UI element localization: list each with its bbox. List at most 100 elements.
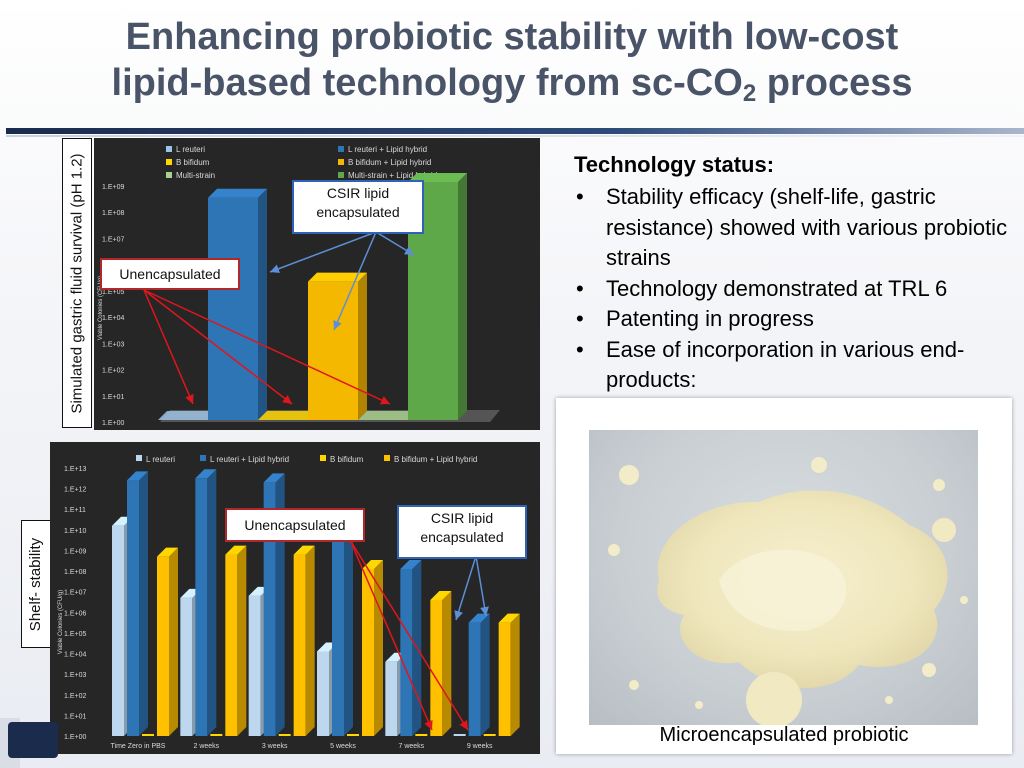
legend-swatch: [200, 455, 206, 461]
bar-2-3: [293, 554, 306, 736]
bar-3-3: [362, 569, 374, 736]
x-tick-label: 3 weeks: [262, 743, 288, 750]
status-item: Stability efficacy (shelf-life, gastric …: [572, 182, 1012, 274]
y-tick-label: 1.E+09: [102, 184, 124, 191]
y-tick-label: 1.E+08: [64, 569, 86, 576]
x-tick-label: 5 weeks: [330, 743, 356, 750]
y-tick-label: 1.E+01: [64, 713, 86, 720]
bar-1-side: [258, 188, 267, 420]
bar-1-3-side: [237, 545, 247, 736]
status-item: Patenting in progress: [572, 304, 1012, 335]
bar-0-3-top: [157, 547, 178, 557]
y-tick-label: 1.E+13: [64, 466, 86, 473]
bar-4-3-side: [442, 590, 452, 736]
bar-4: [358, 411, 417, 420]
bar-4-0: [385, 661, 398, 736]
y-tick-label: 1.E+04: [102, 315, 124, 322]
legend-swatch: [166, 146, 172, 152]
bar-2-1-top: [263, 473, 285, 483]
photo-caption: Microencapsulated probiotic: [659, 724, 909, 746]
bar-3-side: [358, 272, 367, 420]
bar-0-0: [112, 525, 124, 736]
bar-0-1-side: [139, 471, 148, 736]
y-tick-label: 1.E+00: [64, 734, 86, 741]
bar-0-1-top: [127, 471, 148, 481]
technology-status: Technology status: Stability efficacy (s…: [572, 152, 1012, 396]
y-tick-label: 1.E+03: [102, 341, 124, 348]
chart2-csir-callout-line2: encapsulated: [420, 529, 504, 545]
bar-5-side: [458, 173, 467, 420]
legend-swatch: [166, 172, 172, 178]
y-tick-label: 1.E+01: [102, 394, 124, 401]
footer-tab: [8, 722, 58, 758]
legend-label: B bifidum: [330, 455, 364, 464]
bar-3-1: [332, 536, 344, 736]
chart2-side-label-text: Shelf- stability: [27, 537, 45, 631]
bar-2-3-side: [305, 545, 315, 736]
y-tick-label: 1.E+04: [64, 652, 86, 659]
y-tick-label: 1.E+11: [64, 507, 86, 514]
y-tick-label: 1.E+05: [64, 631, 86, 638]
title-line-2: lipid-based technology from sc-CO2 proce…: [0, 60, 1024, 117]
legend-label: Multi-strain: [176, 171, 215, 180]
bar-5-1: [468, 622, 481, 736]
technology-status-list: Stability efficacy (shelf-life, gastric …: [572, 182, 1012, 396]
bar-5-3: [498, 622, 511, 736]
chart2-unencapsulated-callout: Unencapsulated: [225, 508, 365, 542]
chart2-csir-callout-line1: CSIR lipid: [430, 510, 494, 526]
microencapsulated-probiotic-photo: [589, 430, 978, 725]
bar-0-1: [127, 480, 139, 736]
chart2-csir-callout: CSIR lipid encapsulated: [397, 505, 527, 559]
chart1-side-label-text: Simulated gastric fluid survival (pH 1.2…: [68, 152, 86, 414]
bar-3: [308, 281, 358, 420]
chart1-unencapsulated-callout: Unencapsulated: [100, 258, 240, 290]
x-tick-label: Time Zero in PBS: [111, 743, 166, 750]
legend-label: Multi-strain + Lipid hybrid: [348, 171, 437, 180]
powder-image: [608, 457, 968, 725]
bar-1-1: [195, 478, 208, 736]
title-line-2-main: lipid-based technology from sc-CO: [111, 62, 743, 104]
bar-2-3-top: [293, 545, 315, 555]
title-subscript: 2: [742, 80, 757, 107]
legend-swatch: [338, 159, 344, 165]
bar-5-0: [453, 734, 466, 736]
x-tick-label: 9 weeks: [467, 743, 493, 750]
bar-5-3-top: [498, 613, 520, 623]
bar-4-1: [400, 569, 413, 736]
y-tick-label: 1.E+12: [64, 487, 86, 494]
bar-1-1-side: [207, 469, 217, 736]
legend-swatch: [338, 172, 344, 178]
title-divider-shadow: [6, 135, 1024, 137]
bar-3-2: [347, 734, 359, 736]
chart1-side-label: Simulated gastric fluid survival (pH 1.2…: [62, 138, 92, 428]
bar-2-2: [278, 734, 291, 736]
legend-swatch: [338, 146, 344, 152]
technology-status-heading: Technology status:: [574, 152, 775, 177]
bar-5-1-side: [480, 613, 490, 736]
y-tick-label: 1.E+06: [64, 610, 86, 617]
shelf-stability-chart: 1.E+00 1.E+01 1.E+02 1.E+03 1.E+04 1.E+05 1.E+…: [50, 442, 540, 754]
y-tick-label: 1.E+09: [64, 548, 86, 555]
y-axis-label: Viable Colonies (CFU/g): [98, 276, 104, 341]
y-tick-label: 1.E+08: [102, 210, 124, 217]
chart2-side-label: Shelf- stability: [21, 520, 51, 648]
title-divider: [6, 128, 1024, 134]
y-tick-label: 1.E+05: [102, 289, 124, 296]
y-tick-label: 1.E+02: [64, 693, 86, 700]
bar-1: [208, 197, 258, 420]
bar-0-3: [157, 556, 169, 736]
title-line-2-end: process: [756, 62, 913, 104]
title-line-1: Enhancing probiotic stability with low-c…: [125, 16, 899, 58]
legend-swatch: [166, 159, 172, 165]
y-tick-label: 1.E+07: [102, 236, 124, 243]
x-tick-label: 2 weeks: [193, 743, 219, 750]
shelf-stability-chart-svg: 1.E+00 1.E+01 1.E+02 1.E+03 1.E+04 1.E+05 1.E+…: [58, 455, 520, 750]
chart1-csir-callout-line2: encapsulated: [316, 204, 400, 220]
bar-1-1-top: [195, 469, 217, 479]
bar-4-1-side: [412, 560, 422, 736]
status-item: Technology demonstrated at TRL 6: [572, 274, 1012, 305]
bar-0-2: [142, 734, 154, 736]
status-item: Ease of incorporation in various end-pro…: [572, 335, 1012, 396]
slide-title: Enhancing probiotic stability with low-c…: [0, 14, 1024, 117]
bar-3-0: [317, 651, 329, 736]
